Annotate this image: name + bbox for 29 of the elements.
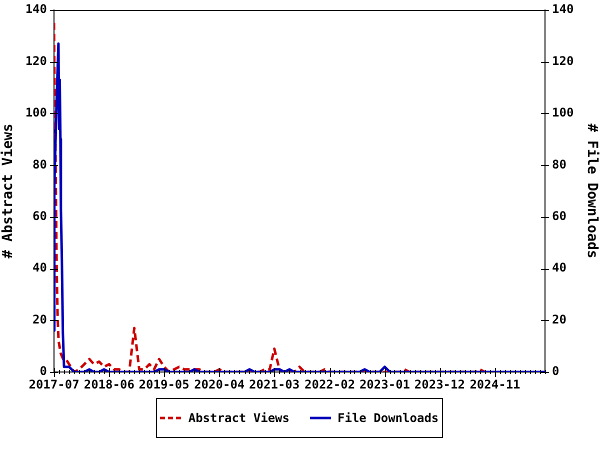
x-tick-label: 2021-03 xyxy=(249,377,300,392)
y2-tick-label: 60 xyxy=(552,208,566,223)
x-tick-label: 2020-04 xyxy=(194,377,245,392)
y-tick-label: 40 xyxy=(32,260,47,275)
x-tick-label: 2022-02 xyxy=(304,377,356,392)
x-tick-label: 2024-11 xyxy=(470,377,520,392)
y-tick-label: 0 xyxy=(40,364,47,378)
legend-label: File Downloads xyxy=(338,411,439,425)
x-tick-label: 2023-01 xyxy=(359,377,410,392)
y2-tick-label: 120 xyxy=(552,54,574,68)
y-tick-label: 60 xyxy=(32,208,47,223)
y-tick-label: 80 xyxy=(32,157,47,172)
y2-tick-label: 0 xyxy=(552,364,560,378)
y-tick-label: 100 xyxy=(25,106,47,120)
x-tick-label: 2017-07 xyxy=(28,377,80,392)
y-axis-title: # Abstract Views xyxy=(0,124,16,258)
y-tick-label: 120 xyxy=(25,54,47,68)
y2-tick-label: 140 xyxy=(552,2,574,16)
y2-tick-label: 100 xyxy=(552,106,574,120)
legend-label: Abstract Views xyxy=(188,411,290,425)
y2-tick-label: 20 xyxy=(552,312,566,326)
x-tick-label: 2018-06 xyxy=(84,377,134,392)
y-tick-label: 20 xyxy=(32,312,47,326)
y2-axis-title: # File Downloads xyxy=(584,124,600,258)
y2-tick-label: 80 xyxy=(552,157,566,172)
y-tick-label: 140 xyxy=(25,2,47,16)
x-tick-label: 2019-05 xyxy=(138,377,190,392)
x-tick-label: 2023-12 xyxy=(414,377,465,392)
y2-tick-label: 40 xyxy=(552,260,566,275)
